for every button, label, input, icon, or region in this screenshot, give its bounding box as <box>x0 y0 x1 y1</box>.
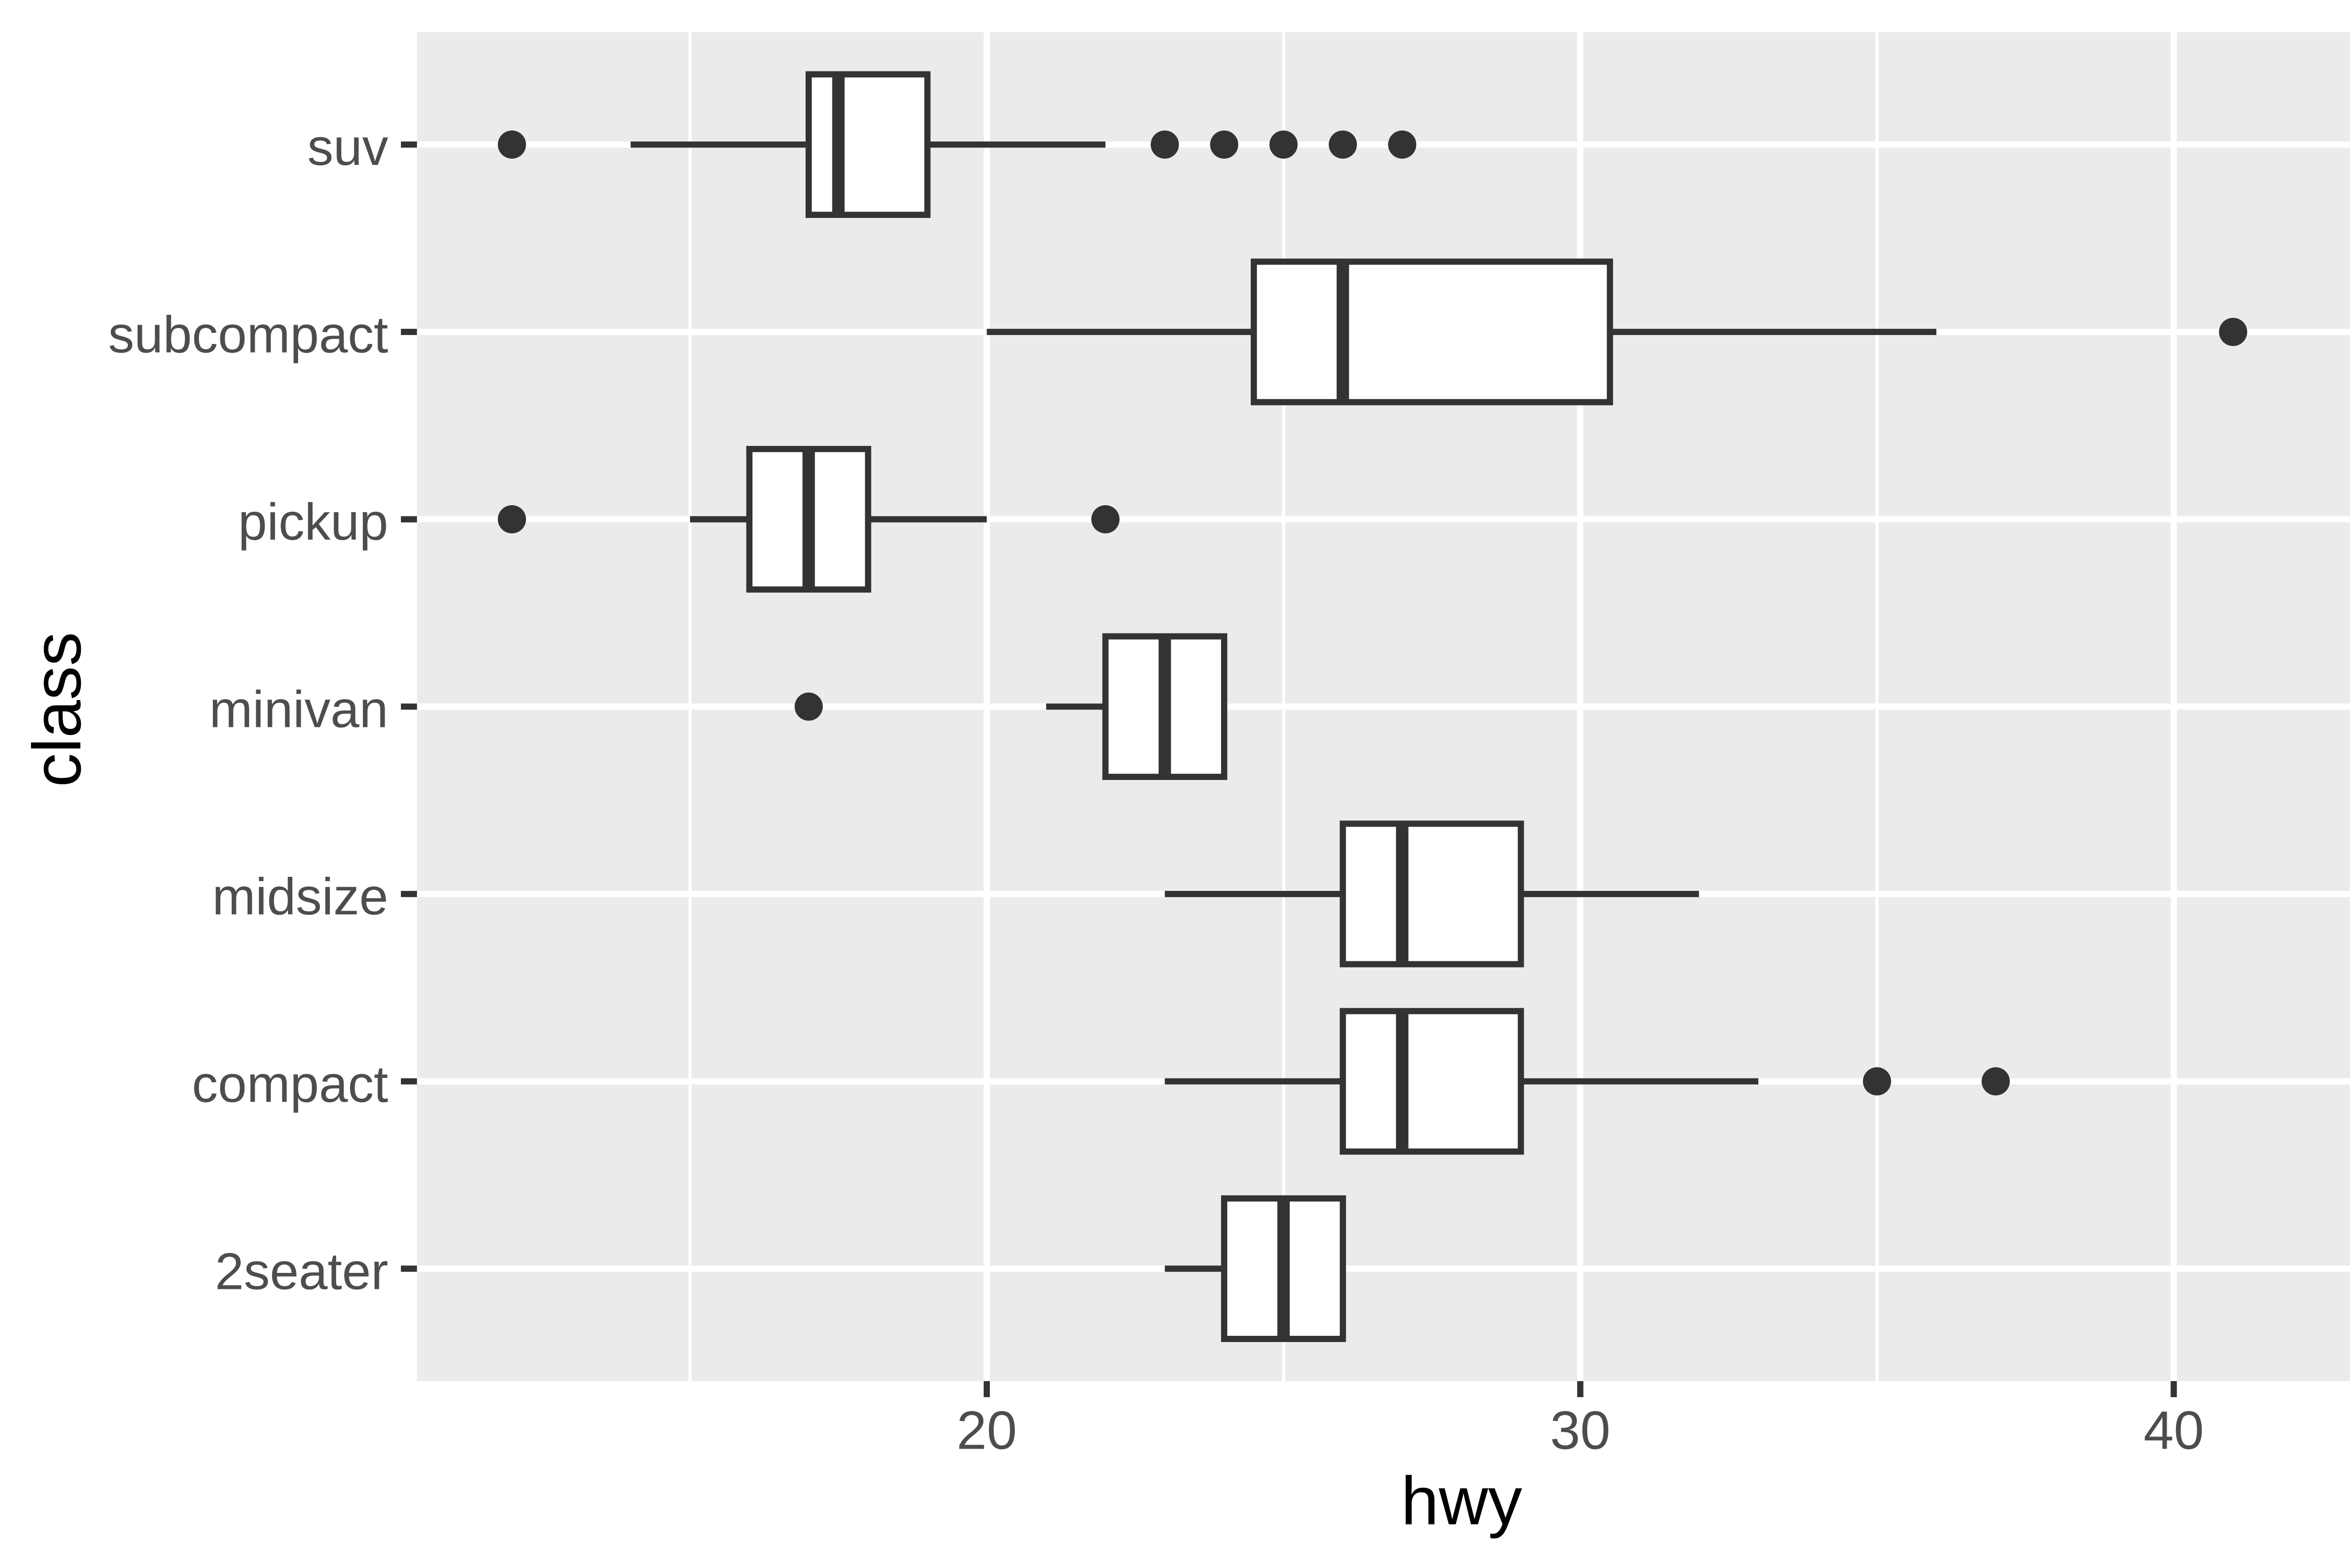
svg-text:20: 20 <box>956 1400 1017 1461</box>
svg-text:40: 40 <box>2144 1400 2204 1461</box>
svg-text:pickup: pickup <box>238 493 388 551</box>
svg-text:class: class <box>19 632 95 787</box>
svg-text:2seater: 2seater <box>215 1243 388 1301</box>
svg-text:hwy: hwy <box>1401 1463 1522 1539</box>
svg-text:midsize: midsize <box>212 868 388 926</box>
svg-text:suv: suv <box>307 118 388 176</box>
svg-text:compact: compact <box>192 1055 388 1113</box>
svg-text:subcompact: subcompact <box>108 306 388 364</box>
svg-text:minivan: minivan <box>209 680 388 738</box>
svg-text:30: 30 <box>1550 1400 1610 1461</box>
